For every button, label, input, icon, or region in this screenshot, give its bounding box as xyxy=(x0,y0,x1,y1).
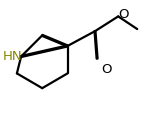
Text: O: O xyxy=(101,62,112,75)
Text: O: O xyxy=(118,8,129,21)
Text: HN: HN xyxy=(3,49,22,62)
